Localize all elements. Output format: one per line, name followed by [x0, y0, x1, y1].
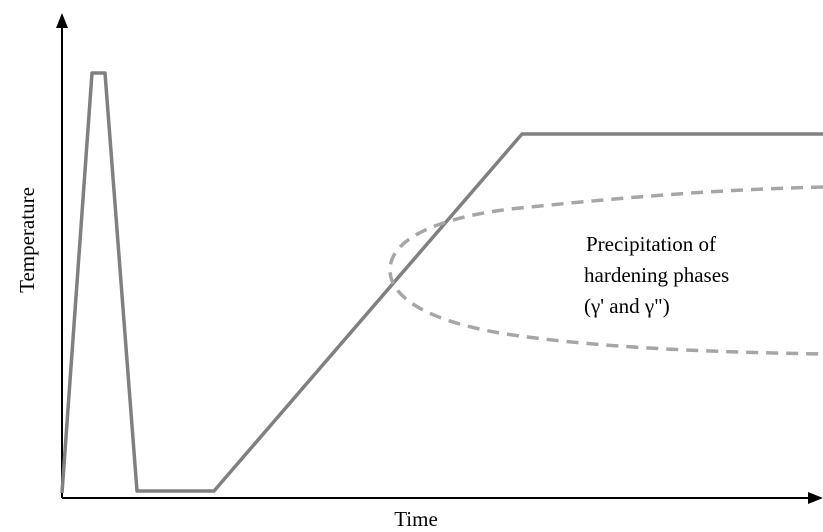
annotation-line-1: Precipitation of: [586, 232, 716, 256]
x-axis-arrowhead: [808, 492, 823, 504]
heat-treatment-curve: [60, 71, 823, 494]
annotation-line-2: hardening phases: [584, 263, 729, 287]
y-axis-arrowhead: [56, 13, 68, 28]
y-axis-label: Temperature: [15, 187, 39, 293]
x-axis-label: Time: [394, 507, 438, 531]
annotation-line-3: (γ' and γ"): [584, 294, 670, 318]
